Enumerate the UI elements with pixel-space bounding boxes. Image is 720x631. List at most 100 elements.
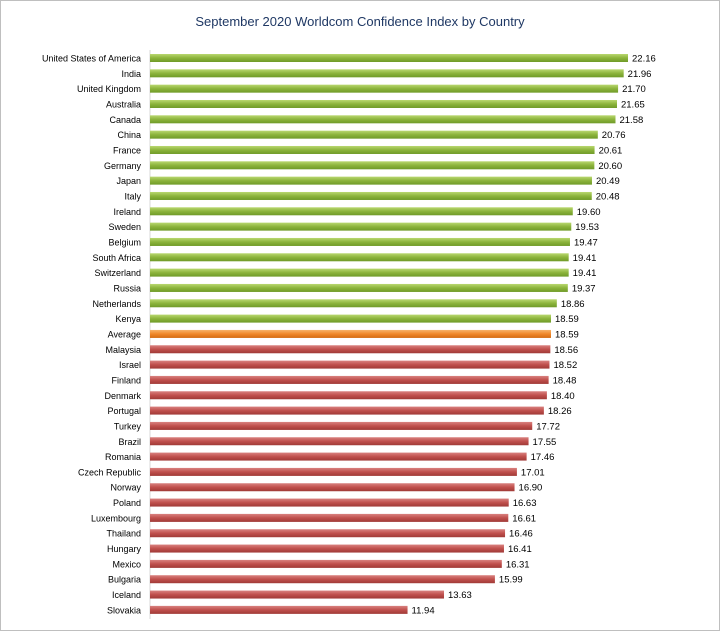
category-label: Canada [109,115,141,125]
bar [150,467,517,476]
value-label: 18.40 [551,391,575,402]
category-label: Iceland [112,590,141,600]
bar [150,222,572,231]
value-label: 21.96 [628,69,652,80]
bar [150,145,595,154]
category-label: Luxembourg [91,513,141,523]
bar [150,283,568,292]
value-label: 16.41 [508,544,532,555]
category-label: China [117,130,141,140]
category-label: Germany [104,161,142,171]
category-label: United States of America [42,54,141,64]
bar [150,575,495,584]
bar [150,559,502,568]
value-label: 13.63 [448,590,472,601]
value-label: 19.53 [575,222,599,233]
value-label: 19.37 [572,283,596,294]
bar [150,268,569,277]
category-label: Australia [106,99,141,109]
bar [150,69,624,78]
value-label: 16.90 [519,483,543,494]
category-label: Denmark [104,391,141,401]
category-label: Sweden [108,222,141,232]
category-label: United Kingdom [77,84,141,94]
value-label: 18.52 [553,360,577,371]
category-label: Bulgaria [108,575,141,585]
bar [150,498,509,507]
value-label: 17.72 [536,421,560,432]
category-label: Finland [111,375,141,385]
value-label: 18.56 [554,345,578,356]
bar [150,590,445,599]
value-label: 20.49 [596,176,620,187]
value-label: 19.41 [573,253,597,264]
value-label: 20.76 [602,130,626,141]
value-label: 18.86 [561,299,585,310]
value-label: 21.70 [622,84,646,95]
category-label: Kenya [115,314,141,324]
bar [150,130,598,139]
category-label: Mexico [112,559,141,569]
value-label: 17.55 [533,437,557,448]
bar [150,237,570,246]
value-label: 20.60 [598,161,622,172]
value-label: 20.61 [599,145,623,156]
category-label: Hungary [107,544,142,554]
category-label: Malaysia [105,345,141,355]
category-label: Norway [110,483,141,493]
value-label: 18.59 [555,314,579,325]
bar [150,437,529,446]
category-label: Russia [113,283,141,293]
value-label: 16.61 [512,513,536,524]
bar [150,54,628,62]
category-label: Slovakia [107,605,141,615]
category-label: Poland [113,498,141,508]
value-label: 18.59 [555,329,579,340]
bar [150,207,573,216]
bar [150,391,547,400]
category-label: Ireland [113,207,141,217]
category-label: Thailand [106,529,141,539]
value-label: 11.94 [412,605,435,616]
bar [150,375,549,384]
value-label: 20.48 [596,191,620,202]
category-label: France [113,145,141,155]
bar [150,299,557,308]
bar [150,191,592,200]
value-label: 19.47 [574,237,598,248]
category-label: South Africa [92,253,141,263]
value-label: 17.46 [531,452,555,463]
value-label: 16.46 [509,529,533,540]
bar [150,345,551,354]
bar [150,161,595,170]
category-label: Japan [116,176,141,186]
bar [150,115,616,124]
category-label: Romania [105,452,141,462]
bar [150,99,617,108]
value-label: 21.58 [619,115,643,126]
category-label: India [121,69,141,79]
category-label: Italy [124,191,141,201]
category-label: Switzerland [94,268,141,278]
bar [150,406,544,415]
value-label: 16.31 [506,559,530,570]
bar [150,176,592,185]
value-label: 18.48 [553,375,577,386]
value-label: 21.65 [621,99,645,110]
bar [150,483,515,492]
bar [150,253,569,262]
value-label: 16.63 [513,498,537,509]
category-label: Belgium [108,237,141,247]
chart-title: September 2020 Worldcom Confidence Index… [195,14,525,29]
value-label: 19.60 [577,207,601,218]
bar [150,513,509,522]
category-label: Brazil [118,437,141,447]
category-label: Netherlands [92,299,141,309]
bar [150,360,550,369]
value-label: 17.01 [521,467,545,478]
category-label: Israel [119,360,141,370]
bar [150,421,533,430]
value-label: 15.99 [499,575,523,586]
category-label: Czech Republic [78,467,142,477]
